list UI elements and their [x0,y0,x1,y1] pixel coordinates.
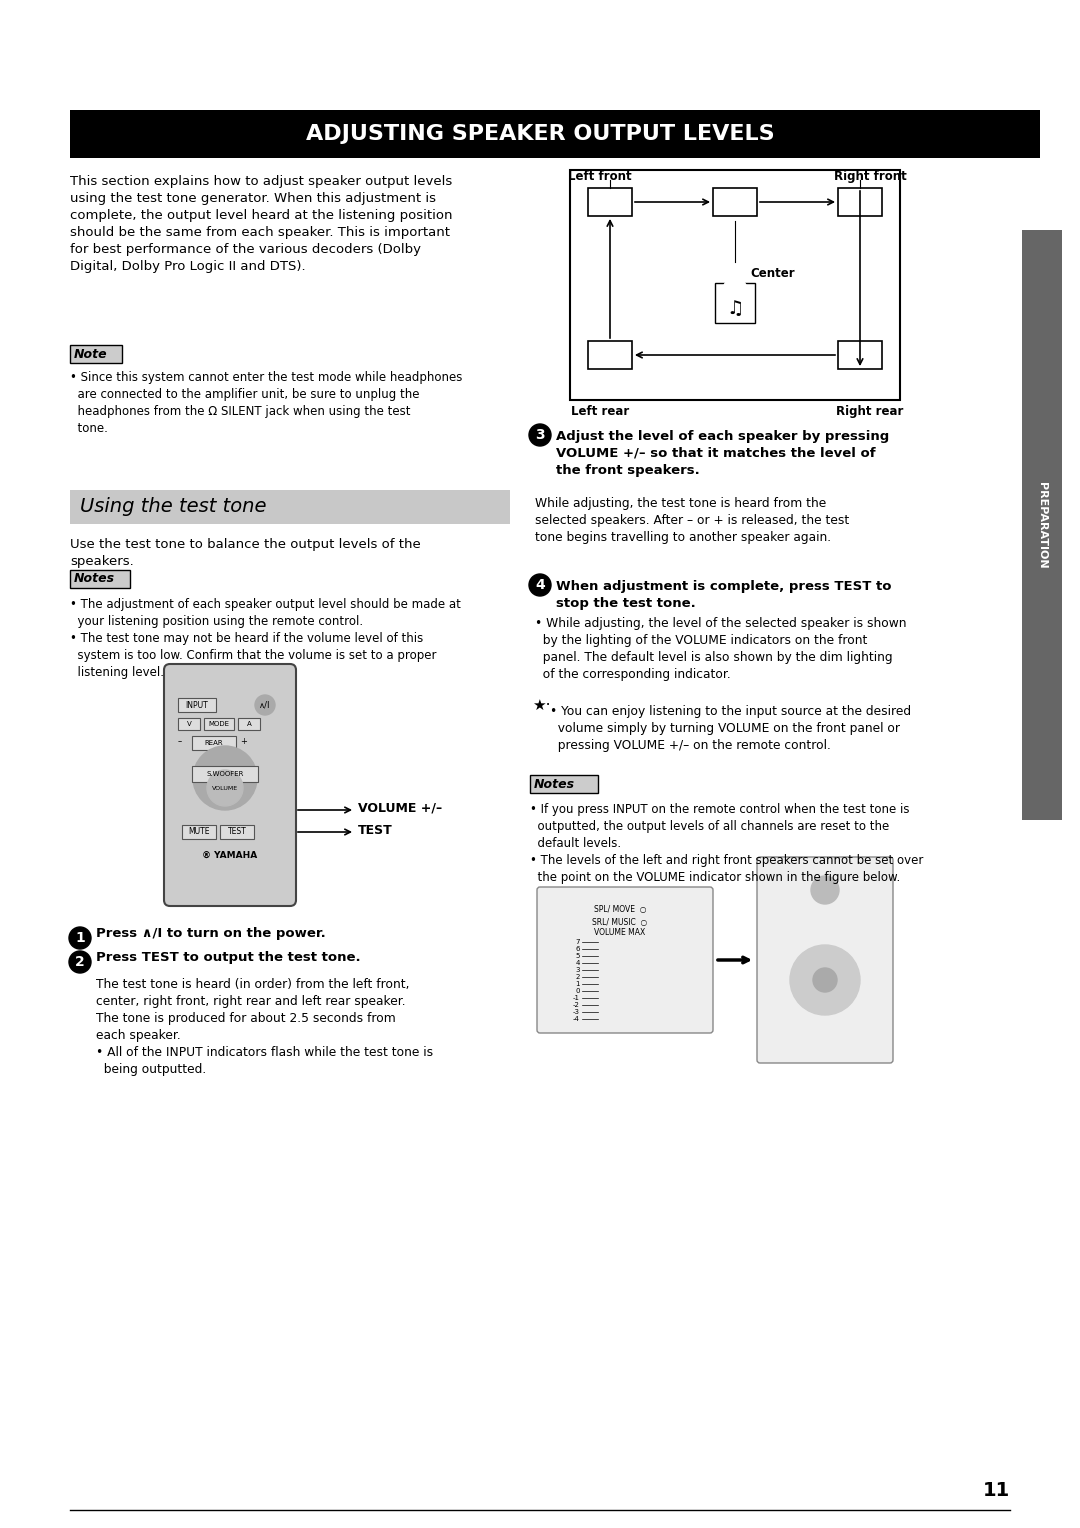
Text: The test tone is heard (in order) from the left front,
center, right front, righ: The test tone is heard (in order) from t… [96,978,433,1076]
Bar [178,718,200,730]
Bar [183,825,216,839]
Text: 2: 2 [576,973,580,979]
Text: 3: 3 [536,428,544,442]
Bar [70,345,122,364]
Text: MUTE: MUTE [188,828,210,836]
Text: ♫: ♫ [726,299,744,318]
Text: Left front: Left front [568,170,632,183]
Circle shape [529,423,551,446]
Circle shape [255,695,275,715]
Text: PREPARATION: PREPARATION [1037,481,1047,568]
Text: -4: -4 [573,1016,580,1022]
Bar [530,775,598,793]
Circle shape [207,770,243,805]
Text: ADJUSTING SPEAKER OUTPUT LEVELS: ADJUSTING SPEAKER OUTPUT LEVELS [306,124,774,144]
Text: -2: -2 [573,1002,580,1008]
Text: When adjustment is complete, press TEST to
stop the test tone.: When adjustment is complete, press TEST … [556,581,891,610]
Text: V: V [187,721,191,727]
Text: +: + [240,738,247,747]
Text: S.WOOFER: S.WOOFER [206,772,244,778]
Bar [220,825,254,839]
Text: VOLUME: VOLUME [212,785,238,790]
Text: INPUT: INPUT [186,700,208,709]
Text: A: A [246,721,252,727]
Bar [713,188,757,215]
Circle shape [69,950,91,973]
Text: Left rear: Left rear [571,405,630,419]
Bar [838,341,882,368]
Text: -3: -3 [573,1008,580,1015]
Bar [70,110,1040,157]
Text: ® YAMAHA: ® YAMAHA [202,851,258,859]
Text: 4: 4 [535,578,545,591]
Text: • If you press INPUT on the remote control when the test tone is
  outputted, th: • If you press INPUT on the remote contr… [530,804,923,885]
Text: –: – [178,738,183,747]
Text: REAR: REAR [205,740,224,746]
Text: 3: 3 [576,967,580,973]
Text: • The adjustment of each speaker output level should be made at
  your listening: • The adjustment of each speaker output … [70,597,461,678]
Circle shape [811,876,839,905]
Text: Adjust the level of each speaker by pressing
VOLUME +/– so that it matches the l: Adjust the level of each speaker by pres… [556,429,889,477]
Bar [70,490,510,524]
Text: Notes: Notes [534,778,576,790]
Text: • Since this system cannot enter the test mode while headphones
  are connected : • Since this system cannot enter the tes… [70,371,462,435]
Text: SPL/ MOVE  ○
SRL/ MUSIC  ○: SPL/ MOVE ○ SRL/ MUSIC ○ [593,905,648,926]
Circle shape [789,944,860,1015]
Bar [204,718,234,730]
Text: Right rear: Right rear [836,405,904,419]
Text: 2: 2 [76,955,85,969]
Circle shape [813,969,837,992]
Text: 5: 5 [576,953,580,960]
Text: VOLUME +/–: VOLUME +/– [357,802,442,814]
Text: Press TEST to output the test tone.: Press TEST to output the test tone. [96,950,361,964]
Text: TEST: TEST [228,828,246,836]
Bar [570,170,900,400]
Circle shape [69,927,91,949]
Text: 11: 11 [983,1481,1010,1500]
Text: 1: 1 [76,931,85,944]
Text: ★·: ★· [532,697,551,712]
FancyBboxPatch shape [164,665,296,906]
Circle shape [723,278,747,303]
Circle shape [529,575,551,596]
Bar [192,766,258,782]
FancyBboxPatch shape [537,886,713,1033]
Text: • While adjusting, the level of the selected speaker is shown
  by the lighting : • While adjusting, the level of the sele… [535,617,906,681]
Text: • You can enjoy listening to the input source at the desired
  volume simply by : • You can enjoy listening to the input s… [550,704,912,752]
Circle shape [193,746,257,810]
Bar [178,698,216,712]
Text: MODE: MODE [208,721,229,727]
Bar [715,283,755,322]
Text: Notes: Notes [75,573,116,585]
Text: This section explains how to adjust speaker output levels
using the test tone ge: This section explains how to adjust spea… [70,176,453,274]
Text: 0: 0 [576,989,580,995]
Text: 1: 1 [576,981,580,987]
Text: Press ∧/I to turn on the power.: Press ∧/I to turn on the power. [96,926,326,940]
Text: While adjusting, the test tone is heard from the
selected speakers. After – or +: While adjusting, the test tone is heard … [535,497,849,544]
FancyBboxPatch shape [757,857,893,1063]
Text: 7: 7 [576,940,580,944]
Bar [588,188,632,215]
Text: Center: Center [750,267,795,280]
Text: ∧/I: ∧/I [259,700,271,709]
Text: 4: 4 [576,960,580,966]
Bar [588,341,632,368]
Text: 6: 6 [576,946,580,952]
Text: Note: Note [75,347,108,361]
Text: TEST: TEST [357,824,393,836]
Bar [238,718,260,730]
Text: -1: -1 [573,995,580,1001]
Text: Use the test tone to balance the output levels of the
speakers.: Use the test tone to balance the output … [70,538,421,568]
Text: Using the test tone: Using the test tone [80,498,267,516]
Bar [70,570,130,588]
Bar [838,188,882,215]
Text: VOLUME MAX: VOLUME MAX [594,927,646,937]
Text: Right front: Right front [834,170,906,183]
Bar [1022,231,1062,821]
Bar [192,736,237,750]
